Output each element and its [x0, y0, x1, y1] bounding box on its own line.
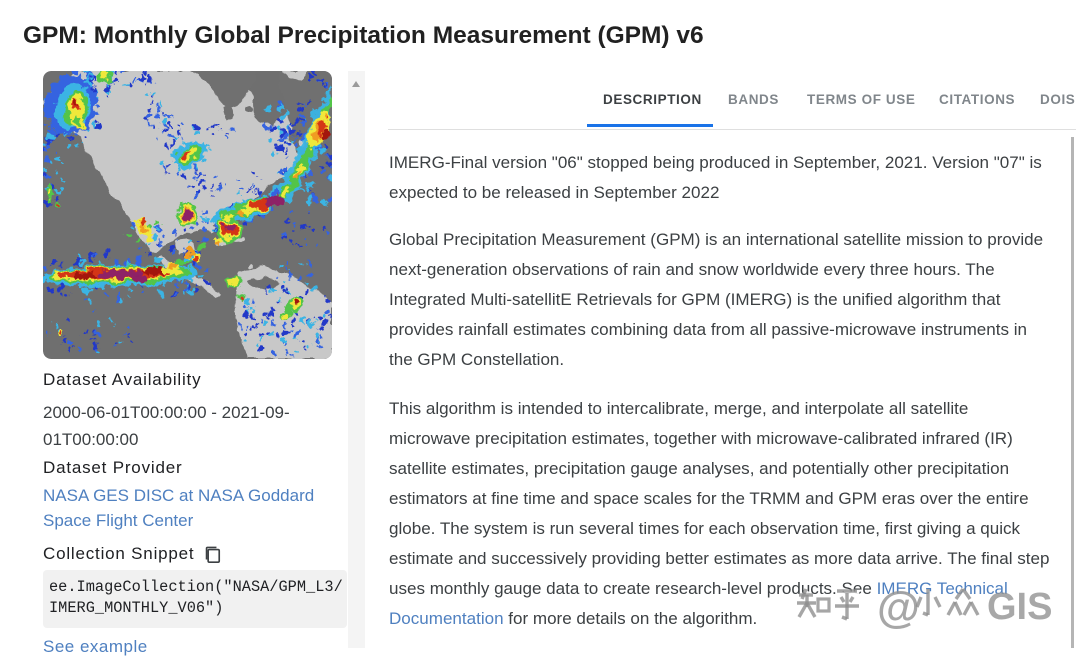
svg-text:GIS: GIS	[987, 586, 1052, 628]
svg-text:@: @	[877, 583, 920, 632]
svg-text:@: @	[879, 585, 922, 634]
svg-text:GIS: GIS	[989, 588, 1054, 630]
